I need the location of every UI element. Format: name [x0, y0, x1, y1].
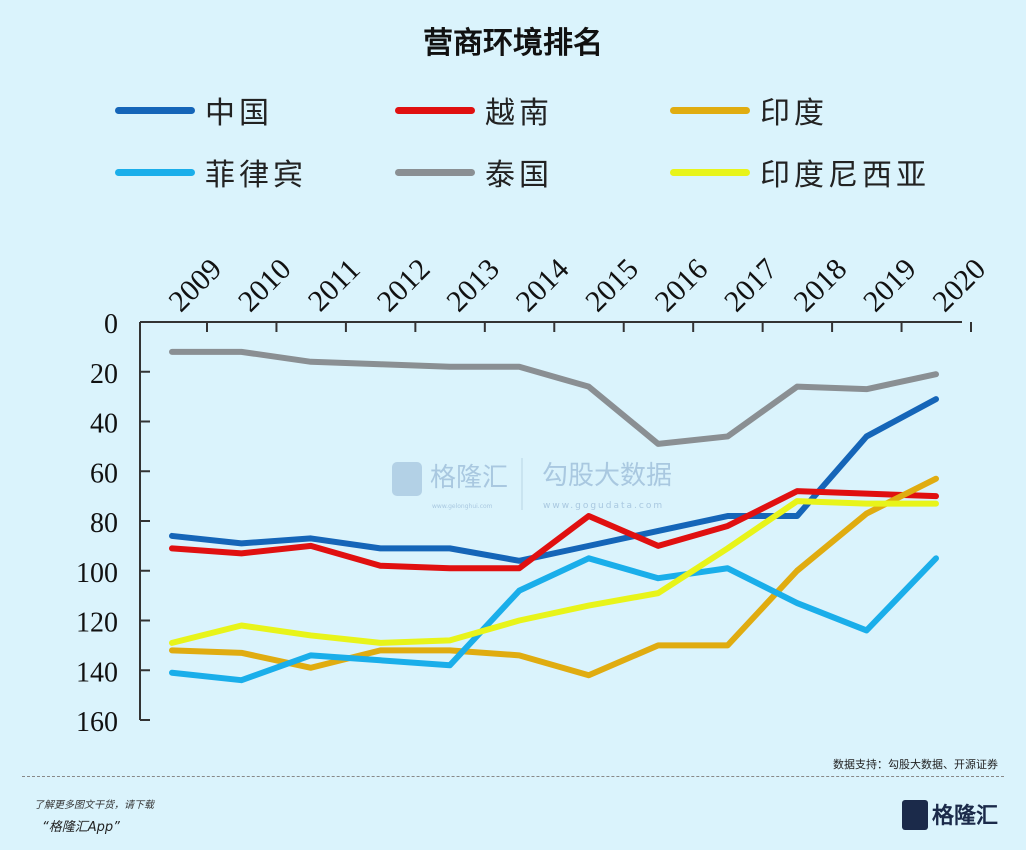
x-tick-label: 2015 [579, 252, 645, 318]
legend-label: 印度 [760, 96, 828, 131]
x-tick-label: 2018 [787, 252, 853, 318]
x-tick-label: 2016 [649, 252, 715, 318]
watermark-brand: 格隆汇 [430, 463, 508, 493]
y-tick-label: 80 [90, 508, 118, 539]
legend-label: 中国 [205, 96, 273, 131]
legend-swatch [115, 168, 195, 176]
y-tick-label: 100 [76, 558, 118, 589]
watermark-partner-url: www.gogudata.com [543, 501, 664, 511]
y-tick-label: 160 [76, 707, 118, 738]
x-tick-label: 2013 [440, 252, 506, 318]
brand-logo: 格隆汇 [902, 796, 1012, 842]
legend-item: 印度 [670, 88, 828, 132]
data-source: 数据支持：勾股大数据、开源证券 [833, 758, 998, 771]
series-line [169, 475, 939, 679]
series-line [169, 498, 939, 646]
x-tick-label: 2019 [857, 252, 923, 318]
legend-swatch [395, 168, 475, 176]
x-tick-label: 2010 [232, 252, 298, 318]
y-tick-label: 40 [90, 409, 118, 440]
series-line [169, 348, 939, 447]
y-tick-label: 140 [76, 657, 118, 688]
watermark-logo-icon [392, 462, 422, 496]
logo-g-icon [902, 800, 928, 830]
x-tick-label: 2012 [371, 252, 437, 318]
y-tick-label: 0 [104, 309, 118, 340]
promo-app-name: “格隆汇App” [42, 820, 120, 835]
legend-swatch [395, 106, 475, 114]
y-tick-label: 20 [90, 359, 118, 390]
legend-label: 越南 [485, 96, 553, 131]
legend-swatch [115, 106, 195, 114]
legend-label: 泰国 [485, 158, 553, 193]
divider [22, 776, 1004, 777]
watermark-brand-url: www.gelonghui.com [432, 503, 493, 510]
y-tick-label: 60 [90, 458, 118, 489]
x-tick-label: 2017 [718, 252, 784, 318]
legend-item: 中国 [115, 88, 273, 132]
logo-text: 格隆汇 [932, 804, 999, 829]
promo-text: 了解更多图文干货，请下载 [34, 800, 154, 811]
series-line [169, 555, 939, 684]
legend-swatch [670, 168, 750, 176]
x-tick-label: 2009 [162, 252, 228, 318]
chart-title: 营商环境排名 [423, 26, 603, 61]
legend-item: 印度尼西亚 [670, 150, 930, 194]
legend-label: 印度尼西亚 [760, 158, 930, 193]
legend-item: 越南 [395, 88, 553, 132]
y-tick-label: 120 [76, 608, 118, 639]
x-tick-label: 2020 [926, 252, 992, 318]
legend-item: 菲律宾 [115, 150, 307, 194]
series-line [169, 488, 939, 572]
legend-item: 泰国 [395, 150, 553, 194]
legend-swatch [670, 106, 750, 114]
x-tick-label: 2014 [510, 252, 576, 318]
watermark-partner: 勾股大数据 [542, 461, 672, 491]
legend-label: 菲律宾 [205, 158, 307, 193]
x-tick-label: 2011 [302, 253, 367, 318]
